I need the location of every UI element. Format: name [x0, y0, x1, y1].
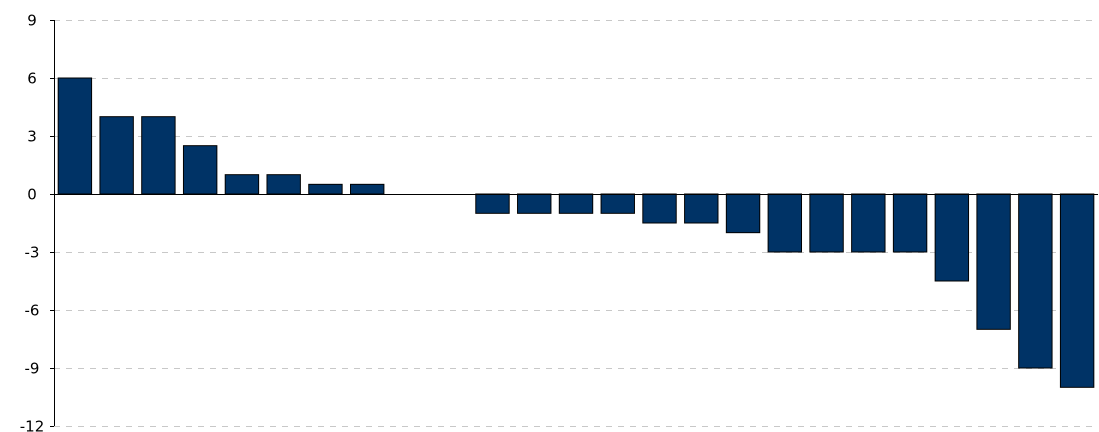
- bar: [767, 193, 803, 253]
- bar: [851, 193, 886, 253]
- bar: [1018, 193, 1053, 369]
- bar: [141, 116, 176, 195]
- bar: [266, 174, 301, 195]
- bar: [809, 193, 844, 253]
- bars: [57, 77, 1095, 388]
- bar: [558, 193, 594, 214]
- y-tick-label: 9: [27, 12, 37, 30]
- y-tick-label: -6: [25, 302, 40, 320]
- bar: [99, 116, 134, 195]
- y-tick-label: -9: [25, 360, 40, 378]
- bar: [182, 145, 218, 195]
- bar: [684, 193, 719, 224]
- bar: [934, 193, 970, 282]
- y-axis-tick-labels: 9 6 3 0 -3 -6 -9 -12: [20, 12, 45, 432]
- bar: [600, 193, 635, 214]
- bar: [224, 174, 260, 195]
- y-tick-label: -12: [20, 418, 45, 432]
- bar: [308, 183, 343, 195]
- bar: [350, 183, 385, 195]
- bar: [725, 193, 761, 234]
- bar: [642, 193, 677, 224]
- bar: [475, 193, 510, 214]
- bar: [517, 193, 552, 214]
- bar: [1059, 193, 1095, 388]
- y-tick-label: 0: [27, 186, 37, 204]
- y-tick-label: 3: [27, 128, 37, 146]
- bar: [976, 193, 1011, 330]
- y-tick-label: -3: [25, 244, 40, 262]
- bar: [57, 77, 93, 195]
- bar: [892, 193, 928, 253]
- y-tick-label: 6: [27, 70, 37, 88]
- gridlines: [50, 20, 1098, 427]
